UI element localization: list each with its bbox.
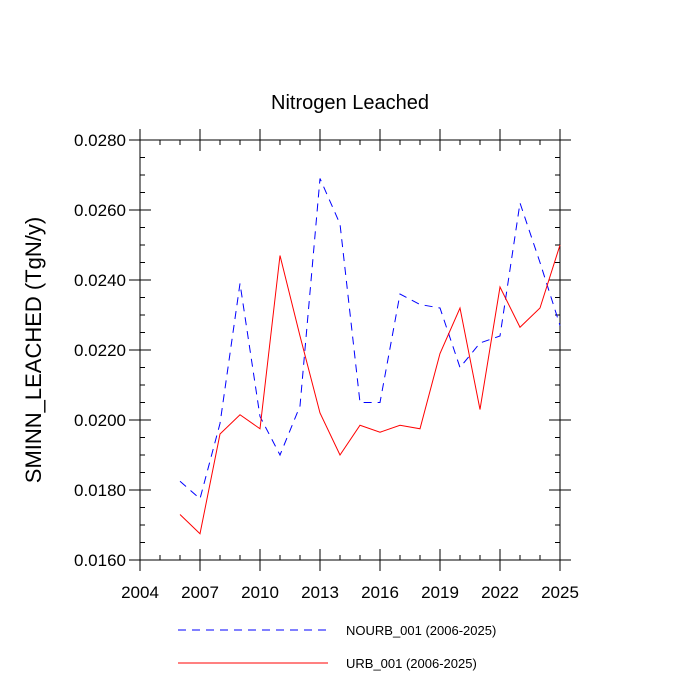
series-layer: [179, 178, 561, 535]
y-tick-label: 0.0160: [74, 551, 126, 570]
tick-labels: 2004 2007 2010 2013 2016 2019 2022 2025 0.0160 0.…: [74, 131, 579, 602]
legend: NOURB_001 (2006-2025) URB_001 (2006-2025): [178, 623, 496, 671]
y-tick-label: 0.0220: [74, 341, 126, 360]
plot-frame: [139, 139, 561, 561]
x-tick-label: 2022: [481, 583, 519, 602]
x-tick-label: 2016: [361, 583, 399, 602]
x-tick-label: 2010: [241, 583, 279, 602]
series-line-2: [179, 244, 561, 535]
legend-label-1: NOURB_001 (2006-2025): [346, 623, 496, 638]
x-tick-label: 2013: [301, 583, 339, 602]
legend-label-2: URB_001 (2006-2025): [346, 656, 477, 671]
y-tick-label: 0.0180: [74, 481, 126, 500]
y-tick-label: 0.0200: [74, 411, 126, 430]
x-tick-label: 2025: [541, 583, 579, 602]
series-line-1: [179, 178, 561, 500]
y-tick-label: 0.0260: [74, 201, 126, 220]
chart-title: Nitrogen Leached: [271, 92, 429, 114]
x-tick-label: 2019: [421, 583, 459, 602]
x-tick-label: 2007: [181, 583, 219, 602]
y-tick-label: 0.0240: [74, 271, 126, 290]
y-axis-label: SMINN_LEACHED (TgN/y): [21, 217, 46, 483]
axis-ticks: [129, 129, 571, 571]
x-tick-label: 2004: [121, 583, 159, 602]
y-tick-label: 0.0280: [74, 131, 126, 150]
